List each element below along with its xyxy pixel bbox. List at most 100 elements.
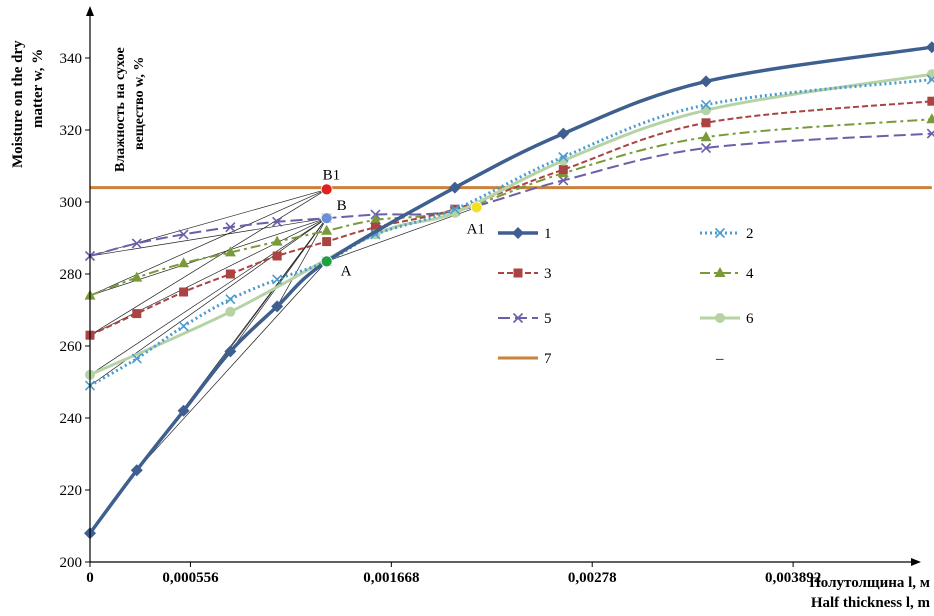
series-5-point-8 bbox=[558, 175, 569, 186]
legend-marker-2 bbox=[714, 227, 726, 239]
series-6-point-1 bbox=[225, 306, 236, 317]
series-2-point-9 bbox=[700, 99, 712, 110]
series-4-point-1 bbox=[131, 271, 143, 282]
legend-label-2: 2 bbox=[746, 226, 754, 242]
y-tick-label-280: 280 bbox=[60, 267, 83, 283]
legend-marker-6 bbox=[715, 313, 725, 323]
y-axis-title-en-line2: matter w, % bbox=[30, 49, 46, 128]
series-3-point-3 bbox=[225, 269, 235, 279]
series-2-point-8 bbox=[558, 151, 569, 163]
legend-label-blank: – bbox=[715, 351, 724, 367]
tangent-line-8 bbox=[89, 189, 327, 336]
series-1-point-1 bbox=[130, 464, 143, 477]
series-3-point-1 bbox=[132, 309, 142, 319]
legend: 1 2 3 4 5 6 7 – bbox=[498, 226, 754, 367]
series-6-line bbox=[89, 72, 933, 377]
legend-entry-7: 7 bbox=[498, 351, 552, 367]
legend-entry-1: 1 bbox=[498, 226, 552, 242]
series-2-point-2 bbox=[178, 321, 189, 332]
series-4-point-5 bbox=[321, 224, 333, 235]
series-1-point-7 bbox=[557, 127, 570, 140]
legend-entry-5: 5 bbox=[498, 311, 552, 327]
x-axis-arrow bbox=[911, 558, 921, 566]
series-5-point-2 bbox=[178, 229, 189, 240]
point-A-marker bbox=[320, 255, 333, 268]
point-A1-marker bbox=[470, 201, 483, 214]
series-3 bbox=[85, 96, 934, 340]
legend-entry-4: 4 bbox=[700, 266, 754, 282]
y-tick-label-340: 340 bbox=[60, 51, 83, 67]
series-3-point-6 bbox=[370, 222, 380, 232]
point-B-label: B bbox=[337, 198, 347, 214]
point-B1-marker bbox=[320, 183, 333, 196]
y-tick-label-240: 240 bbox=[60, 411, 83, 427]
x-axis-title-en: Half thickness l, m bbox=[811, 595, 931, 611]
point-A-label: A bbox=[341, 263, 352, 279]
series-3-point-2 bbox=[179, 287, 189, 297]
series-1-point-8 bbox=[700, 75, 713, 88]
series-1-point-9 bbox=[925, 41, 934, 54]
legend-label-3: 3 bbox=[544, 266, 552, 282]
tangent-line-4 bbox=[89, 217, 327, 296]
series-4-line bbox=[89, 118, 932, 297]
tangent-line-2 bbox=[89, 217, 327, 376]
legend-label-7: 7 bbox=[544, 351, 552, 367]
series-1-point-4 bbox=[271, 300, 284, 313]
series-4-point-2 bbox=[178, 257, 190, 268]
series-2-point-7 bbox=[449, 204, 460, 215]
series-4-point-9 bbox=[700, 131, 712, 142]
point-B-marker bbox=[320, 212, 333, 225]
series-1-point-3 bbox=[224, 345, 237, 358]
series-2-point-4 bbox=[272, 274, 283, 285]
series-5-point-3 bbox=[225, 222, 236, 233]
tangent-line-5 bbox=[89, 217, 327, 257]
series-4-point-4 bbox=[271, 235, 283, 246]
series-6 bbox=[85, 69, 934, 380]
series-3-point-8 bbox=[558, 165, 568, 175]
y-tick-label-320: 320 bbox=[60, 123, 83, 139]
point-B1-label: B1 bbox=[323, 167, 341, 183]
series-4 bbox=[84, 113, 934, 300]
legend-label-6: 6 bbox=[746, 311, 754, 327]
axes: 200 220 240 260 280 300 320 340 0 0,000556 0,00166… bbox=[60, 6, 921, 586]
series-5-point-9 bbox=[700, 142, 712, 154]
series-5-point-4 bbox=[272, 216, 283, 227]
series-3-point-9 bbox=[701, 118, 711, 128]
y-axis-arrow bbox=[86, 6, 94, 16]
y-tick-label-300: 300 bbox=[60, 195, 83, 211]
series-1-point-2 bbox=[177, 404, 190, 417]
x-tick-label-0: 0 bbox=[86, 570, 94, 586]
legend-marker-3 bbox=[513, 268, 523, 278]
x-axis-title-ru: Полутолщина l, м bbox=[809, 575, 930, 591]
legend-label-4: 4 bbox=[746, 266, 754, 282]
y-tick-label-220: 220 bbox=[60, 483, 83, 499]
series-5-point-10 bbox=[926, 128, 934, 139]
tangent-line-7 bbox=[89, 189, 327, 296]
legend-label-1: 1 bbox=[544, 226, 552, 242]
annotated-points: B1 B A A1 bbox=[320, 167, 485, 279]
series-3-point-5 bbox=[322, 237, 332, 247]
legend-entry-2: 2 bbox=[700, 226, 754, 242]
series-3-point-10 bbox=[927, 96, 934, 106]
point-A1-label: A1 bbox=[467, 221, 485, 237]
x-tick-label-0,001668: 0,001668 bbox=[363, 570, 419, 586]
tangent-line-3 bbox=[89, 217, 327, 336]
series-2-point-10 bbox=[926, 74, 934, 85]
legend-entry-blank: – bbox=[715, 351, 724, 367]
series-1 bbox=[84, 41, 934, 540]
legend-entry-6: 6 bbox=[700, 311, 754, 327]
legend-marker-5 bbox=[512, 312, 524, 324]
y-tick-label-200: 200 bbox=[60, 555, 83, 571]
series-4-point-6 bbox=[369, 214, 381, 224]
legend-label-5: 5 bbox=[544, 311, 552, 327]
x-tick-label-0,00278: 0,00278 bbox=[568, 570, 617, 586]
y-axis-title-ru-line1: Влажность на сухое bbox=[113, 47, 128, 172]
series-group bbox=[84, 41, 934, 540]
series-5-line bbox=[89, 132, 932, 257]
series-3-point-4 bbox=[272, 251, 282, 261]
legend-marker-4 bbox=[714, 267, 726, 277]
legend-entry-3: 3 bbox=[498, 266, 552, 282]
series-2-point-3 bbox=[225, 294, 236, 305]
x-tick-label-0,000556: 0,000556 bbox=[162, 570, 219, 586]
tangent-line-12 bbox=[136, 261, 327, 471]
